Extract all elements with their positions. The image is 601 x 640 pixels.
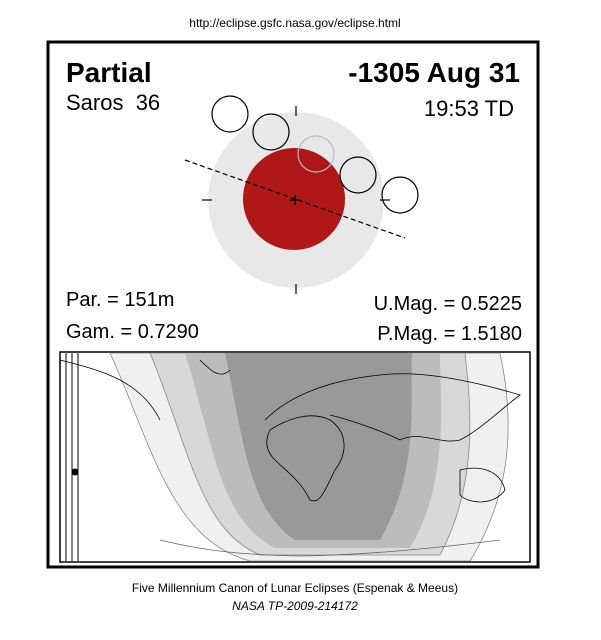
moon-path [184, 95, 419, 294]
frame [46, 40, 540, 569]
url: http://eclipse.gsfc.nasa.gov/eclipse.htm… [189, 16, 400, 30]
footer-line2: NASA TP-2009-214172 [232, 599, 358, 613]
umag: U.Mag. = 0.5225 [374, 293, 522, 315]
time: 19:53 TD [424, 96, 514, 121]
footer-line1: Five Millennium Canon of Lunar Eclipses … [132, 581, 458, 595]
gam: Gam. = 0.7290 [66, 321, 199, 343]
pmag: P.Mag. = 1.5180 [377, 323, 522, 345]
eclipse-date: -1305 Aug 31 [348, 57, 520, 88]
world-map [59, 351, 531, 563]
par: Par. = 151m [66, 289, 174, 311]
saros: Saros 36 [66, 90, 160, 115]
eclipse-type: Partial [66, 57, 152, 88]
